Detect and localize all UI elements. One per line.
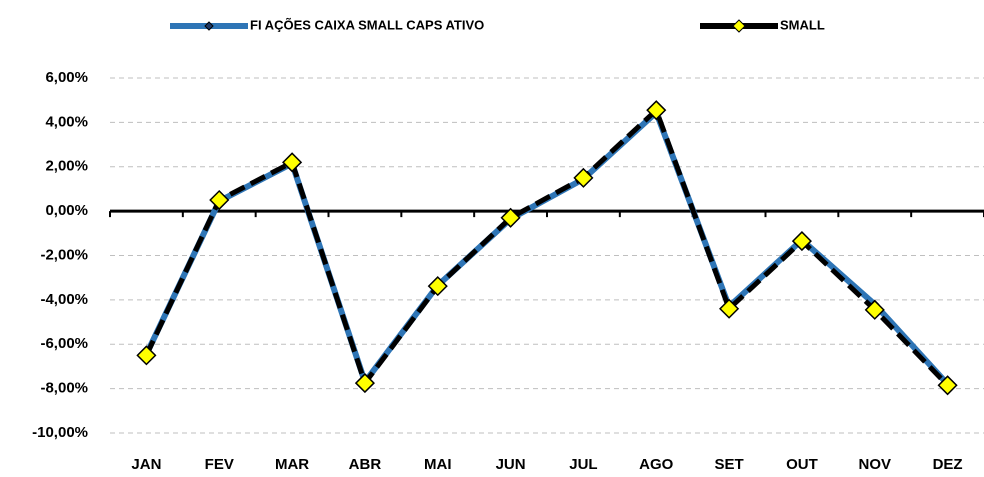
y-tick-label: -8,00% xyxy=(40,380,88,397)
y-tick-label: -10,00% xyxy=(32,424,88,441)
x-tick-label: MAI xyxy=(424,456,452,473)
point-marker xyxy=(937,375,958,396)
y-tick-label: 2,00% xyxy=(45,158,88,175)
x-tick-label: JUN xyxy=(496,456,526,473)
legend-label: FI AÇÕES CAIXA SMALL CAPS ATIVO xyxy=(250,17,484,32)
series-line xyxy=(143,109,950,387)
legend-label: SMALL xyxy=(780,17,825,32)
point-marker xyxy=(573,167,594,188)
point-marker xyxy=(136,345,157,366)
y-tick-label: -4,00% xyxy=(40,291,88,308)
y-tick-label: 0,00% xyxy=(45,202,88,219)
x-tick-label: JUL xyxy=(569,456,597,473)
point-marker xyxy=(427,276,448,297)
y-tick-label: -2,00% xyxy=(40,246,88,263)
x-tick-label: FEV xyxy=(205,456,234,473)
point-marker xyxy=(354,373,375,394)
point-marker xyxy=(500,207,521,228)
x-tick-label: AGO xyxy=(639,456,674,473)
point-marker xyxy=(719,298,740,319)
y-tick-label: -6,00% xyxy=(40,335,88,352)
point-marker xyxy=(791,231,812,252)
legend: FI AÇÕES CAIXA SMALL CAPS ATIVO SMALL xyxy=(170,17,825,33)
x-tick-label: ABR xyxy=(349,456,382,473)
point-marker xyxy=(646,100,667,121)
x-tick-label: DEZ xyxy=(933,456,963,473)
y-tick-label: 4,00% xyxy=(45,113,88,130)
point-marker xyxy=(282,152,303,173)
point-marker xyxy=(209,189,230,211)
x-tick-label: SET xyxy=(714,456,743,473)
x-tick-label: OUT xyxy=(786,456,818,473)
legend-marker xyxy=(204,21,214,31)
point-marker xyxy=(864,299,885,320)
legend-marker xyxy=(732,19,746,33)
y-tick-label: 6,00% xyxy=(45,69,88,86)
x-tick-label: MAR xyxy=(275,456,309,473)
series-line xyxy=(144,107,950,388)
x-tick-label: JAN xyxy=(131,456,161,473)
x-tick-label: NOV xyxy=(858,456,891,473)
